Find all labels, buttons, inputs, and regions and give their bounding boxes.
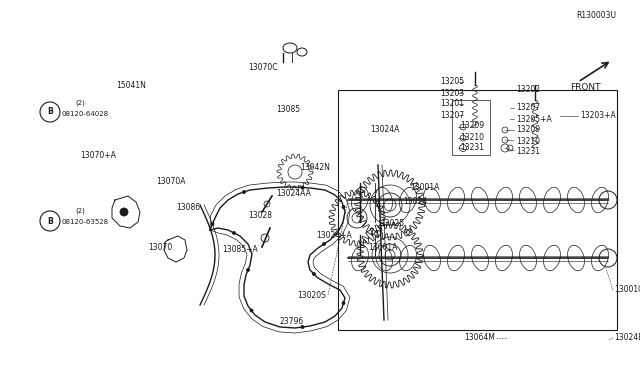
Circle shape bbox=[243, 190, 246, 193]
Text: (2): (2) bbox=[75, 208, 85, 214]
Text: 13028: 13028 bbox=[248, 211, 272, 219]
Text: 13070C: 13070C bbox=[248, 64, 278, 73]
Text: 13210: 13210 bbox=[460, 134, 484, 142]
Text: 13202: 13202 bbox=[516, 86, 540, 94]
Text: 13070A: 13070A bbox=[156, 177, 186, 186]
Text: 13064M: 13064M bbox=[464, 334, 495, 343]
Text: 13025: 13025 bbox=[380, 219, 404, 228]
Text: 08120-64028: 08120-64028 bbox=[62, 111, 109, 117]
Text: B: B bbox=[47, 108, 53, 116]
Circle shape bbox=[120, 208, 128, 216]
Text: 13042N: 13042N bbox=[300, 164, 330, 173]
Text: 13231: 13231 bbox=[460, 144, 484, 153]
Text: 13203+A: 13203+A bbox=[580, 112, 616, 121]
Text: 13024B: 13024B bbox=[614, 334, 640, 343]
Text: 13207: 13207 bbox=[440, 110, 464, 119]
Text: 13209: 13209 bbox=[516, 125, 540, 135]
Text: 13207: 13207 bbox=[516, 103, 540, 112]
Text: 13024: 13024 bbox=[403, 198, 427, 206]
Text: 13231: 13231 bbox=[516, 147, 540, 155]
Text: 13024A: 13024A bbox=[370, 125, 399, 135]
Text: 13085+A: 13085+A bbox=[222, 246, 258, 254]
Bar bbox=[452, 100, 490, 155]
Text: 13001A: 13001A bbox=[410, 183, 440, 192]
Text: 13201: 13201 bbox=[440, 99, 464, 109]
Circle shape bbox=[211, 222, 214, 225]
Text: 13205: 13205 bbox=[440, 77, 464, 87]
Text: 13085: 13085 bbox=[276, 106, 300, 115]
Text: 13209: 13209 bbox=[460, 122, 484, 131]
Text: 15041N: 15041N bbox=[116, 81, 146, 90]
Text: 13070+A: 13070+A bbox=[80, 151, 116, 160]
Text: FRONT: FRONT bbox=[570, 83, 600, 93]
Text: 13020S: 13020S bbox=[297, 291, 326, 299]
Text: 08120-63528: 08120-63528 bbox=[62, 219, 109, 225]
Text: 13001A: 13001A bbox=[368, 244, 397, 253]
Bar bbox=[338, 90, 617, 330]
Text: 13086: 13086 bbox=[176, 202, 200, 212]
Circle shape bbox=[250, 309, 253, 312]
Text: 13001C: 13001C bbox=[614, 285, 640, 295]
Circle shape bbox=[342, 205, 345, 208]
Text: R130003U: R130003U bbox=[576, 12, 616, 20]
Text: 13203: 13203 bbox=[440, 89, 464, 97]
Circle shape bbox=[342, 301, 345, 305]
Circle shape bbox=[246, 269, 250, 272]
Circle shape bbox=[232, 231, 236, 234]
Text: 13024AA: 13024AA bbox=[276, 189, 311, 198]
Text: 23796: 23796 bbox=[280, 317, 304, 327]
Text: 13205+A: 13205+A bbox=[516, 115, 552, 124]
Text: 13210: 13210 bbox=[516, 137, 540, 145]
Text: 13070: 13070 bbox=[148, 243, 172, 251]
Text: B: B bbox=[47, 217, 53, 225]
Text: (2): (2) bbox=[75, 100, 85, 106]
Text: 13024+A: 13024+A bbox=[316, 231, 352, 240]
Circle shape bbox=[312, 273, 316, 276]
Circle shape bbox=[301, 326, 304, 328]
Circle shape bbox=[323, 243, 326, 246]
Circle shape bbox=[301, 186, 304, 189]
